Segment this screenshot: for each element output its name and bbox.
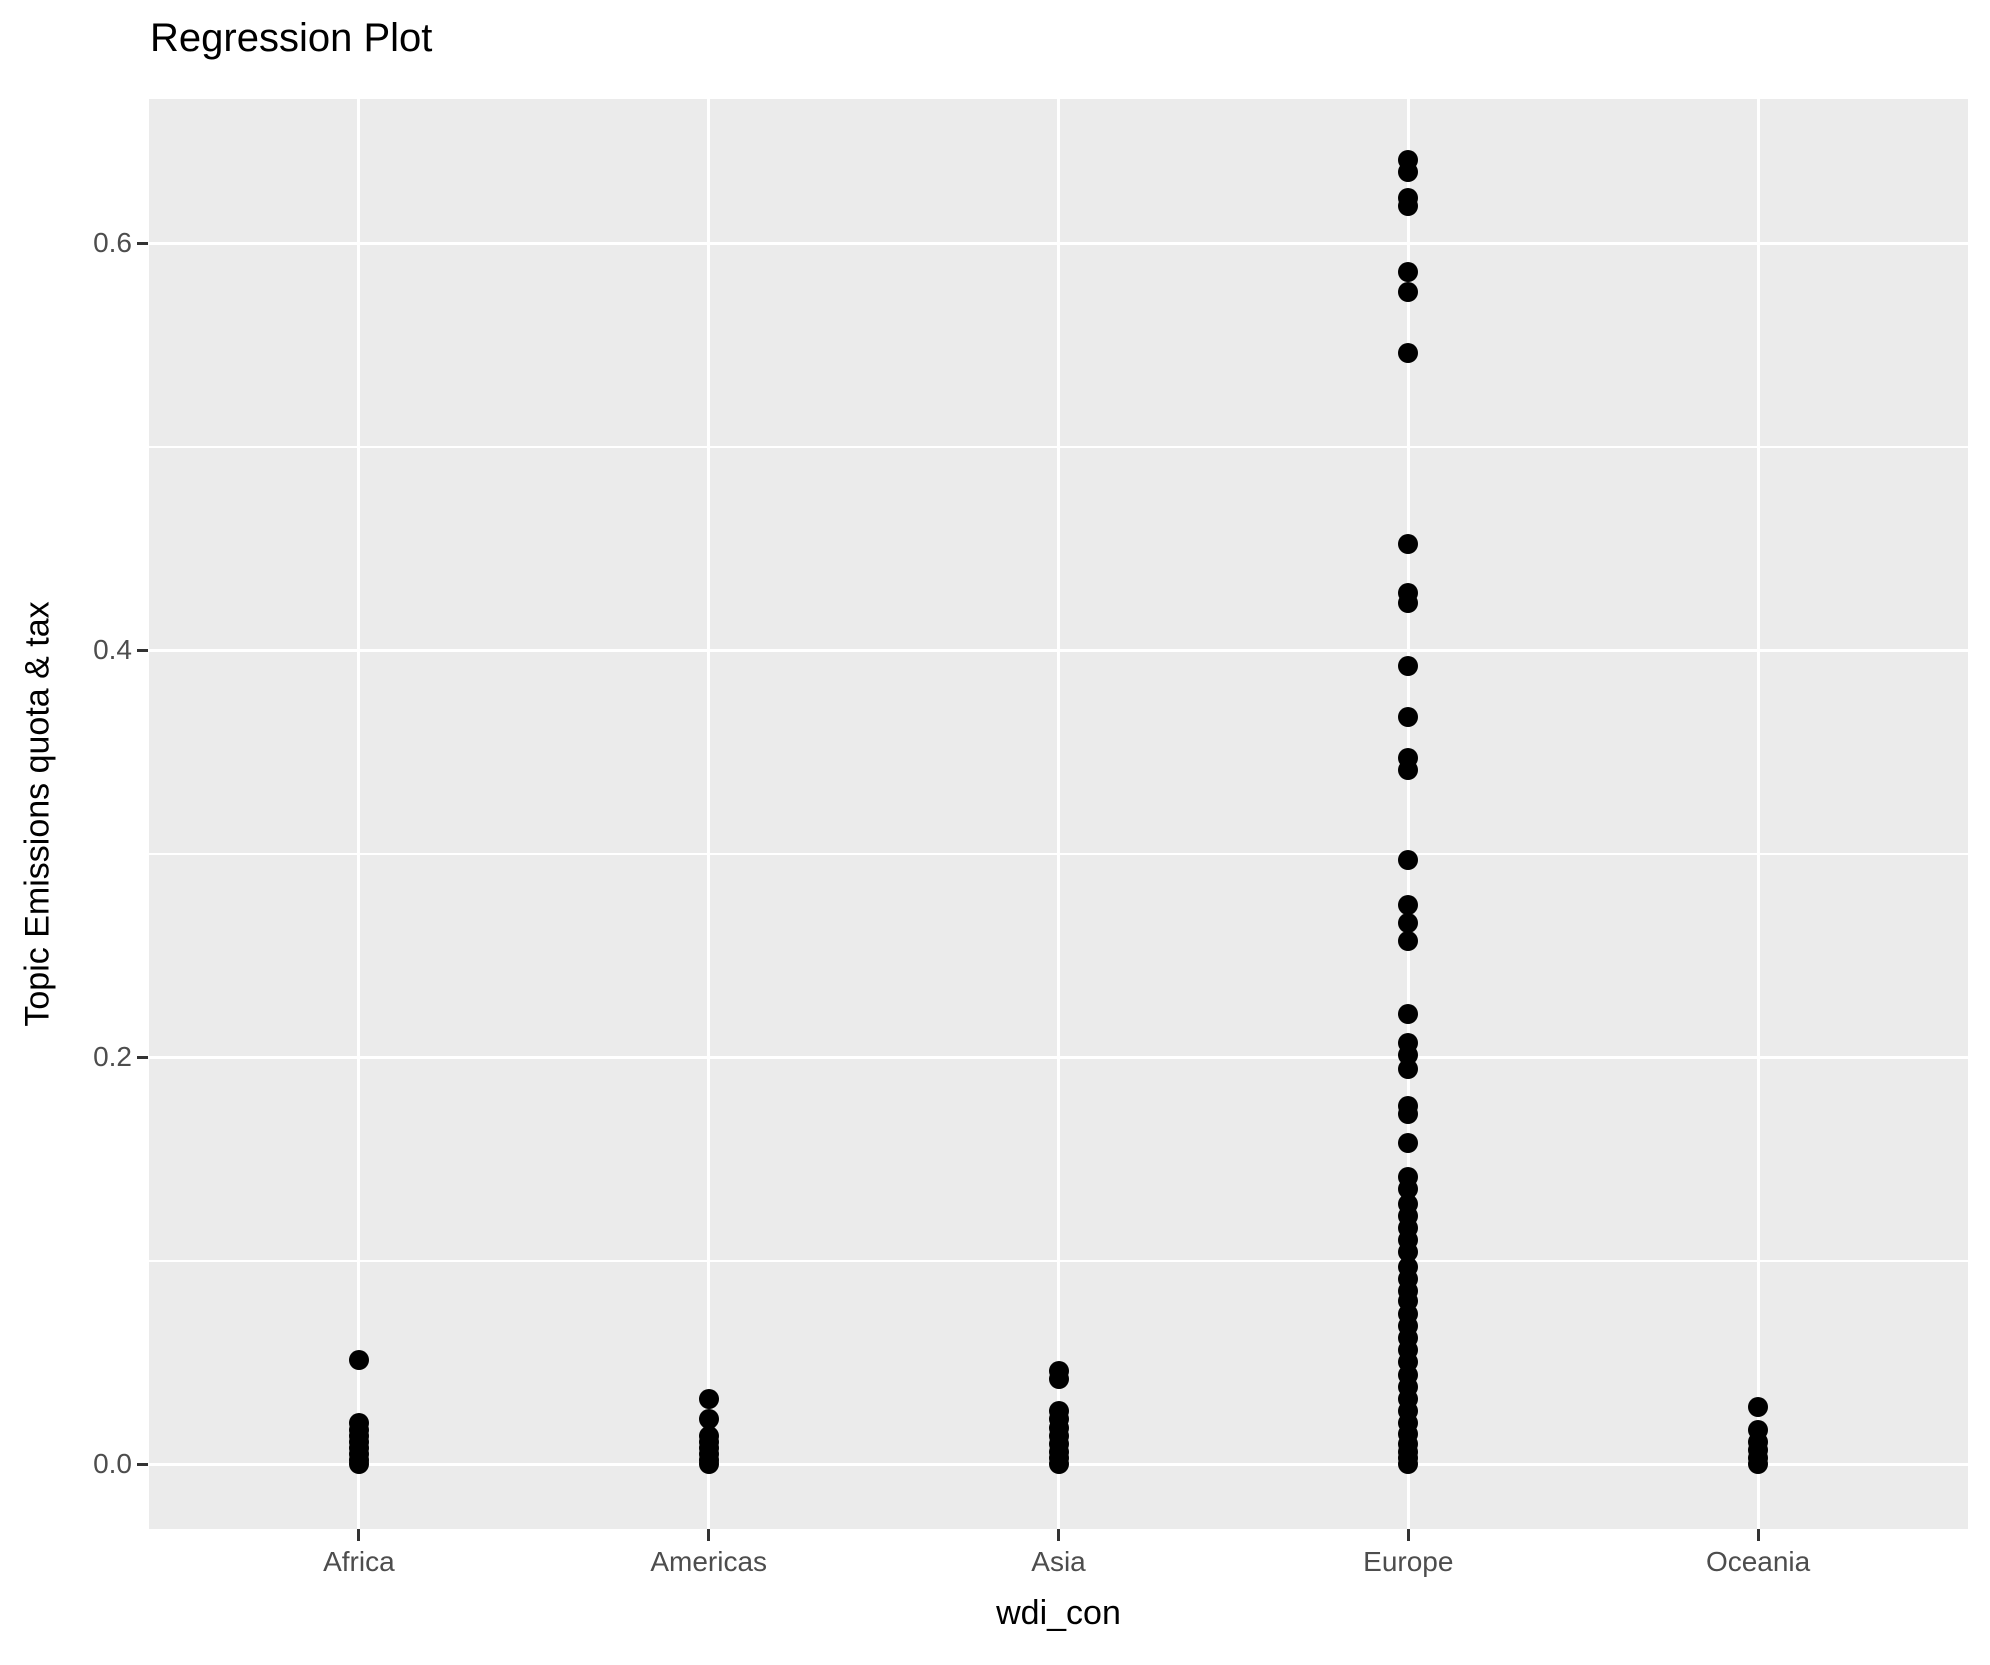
point <box>1048 1368 1069 1389</box>
point <box>1048 1454 1069 1475</box>
x-axis-tick <box>1406 1529 1410 1541</box>
x-axis-tick <box>357 1529 361 1541</box>
point <box>1748 1397 1769 1418</box>
major-gridline-x <box>1057 99 1060 1529</box>
major-gridline-x <box>1756 99 1760 1529</box>
point <box>1398 1104 1419 1125</box>
x-axis-tick <box>707 1529 711 1541</box>
y-axis-tick <box>137 1462 148 1466</box>
point <box>1398 593 1419 614</box>
point <box>698 1454 719 1475</box>
x-axis-tick <box>1756 1529 1760 1541</box>
major-gridline-x <box>1406 99 1410 1529</box>
point <box>1398 931 1419 952</box>
point <box>1398 849 1419 870</box>
point <box>698 1389 719 1409</box>
major-gridline-x <box>357 99 361 1529</box>
point <box>1398 707 1419 728</box>
y-axis-tick-label: 0.4 <box>93 634 132 666</box>
point <box>1398 534 1419 555</box>
x-axis-tick-label: Americas <box>650 1546 768 1577</box>
point <box>1398 196 1419 217</box>
plot-panel <box>149 99 1968 1529</box>
x-axis-tick-label: Europe <box>1363 1546 1454 1577</box>
point <box>1398 1004 1419 1025</box>
point <box>1398 281 1419 302</box>
x-axis-title: wdi_con <box>996 1594 1121 1632</box>
point <box>1398 1132 1419 1153</box>
major-gridline-x <box>707 99 711 1529</box>
y-axis-tick <box>137 1055 148 1059</box>
y-axis-tick-label: 0.2 <box>93 1041 132 1073</box>
x-axis-tick-label: Asia <box>1031 1546 1086 1577</box>
point <box>1398 343 1419 363</box>
x-axis-tick-label: Oceania <box>1705 1546 1811 1577</box>
x-axis-tick-label: Africa <box>323 1546 395 1577</box>
point <box>1748 1454 1769 1475</box>
y-axis-title: Topic Emissions quota & tax <box>18 601 57 1027</box>
point <box>1398 760 1419 781</box>
point <box>1398 894 1419 915</box>
point <box>698 1409 719 1430</box>
plot-title: Regression Plot <box>150 16 433 60</box>
point <box>1398 161 1419 182</box>
point <box>1398 261 1419 282</box>
point <box>1398 1454 1419 1475</box>
point <box>1398 656 1419 677</box>
y-axis-tick-label: 0.0 <box>93 1448 132 1480</box>
y-axis-tick-label: 0.6 <box>93 227 132 259</box>
point <box>1398 1059 1419 1080</box>
y-axis-tick <box>137 648 148 652</box>
y-axis-tick <box>137 241 148 245</box>
point <box>348 1454 369 1475</box>
point <box>348 1350 369 1371</box>
x-axis-tick <box>1057 1529 1060 1541</box>
point <box>1398 912 1419 933</box>
